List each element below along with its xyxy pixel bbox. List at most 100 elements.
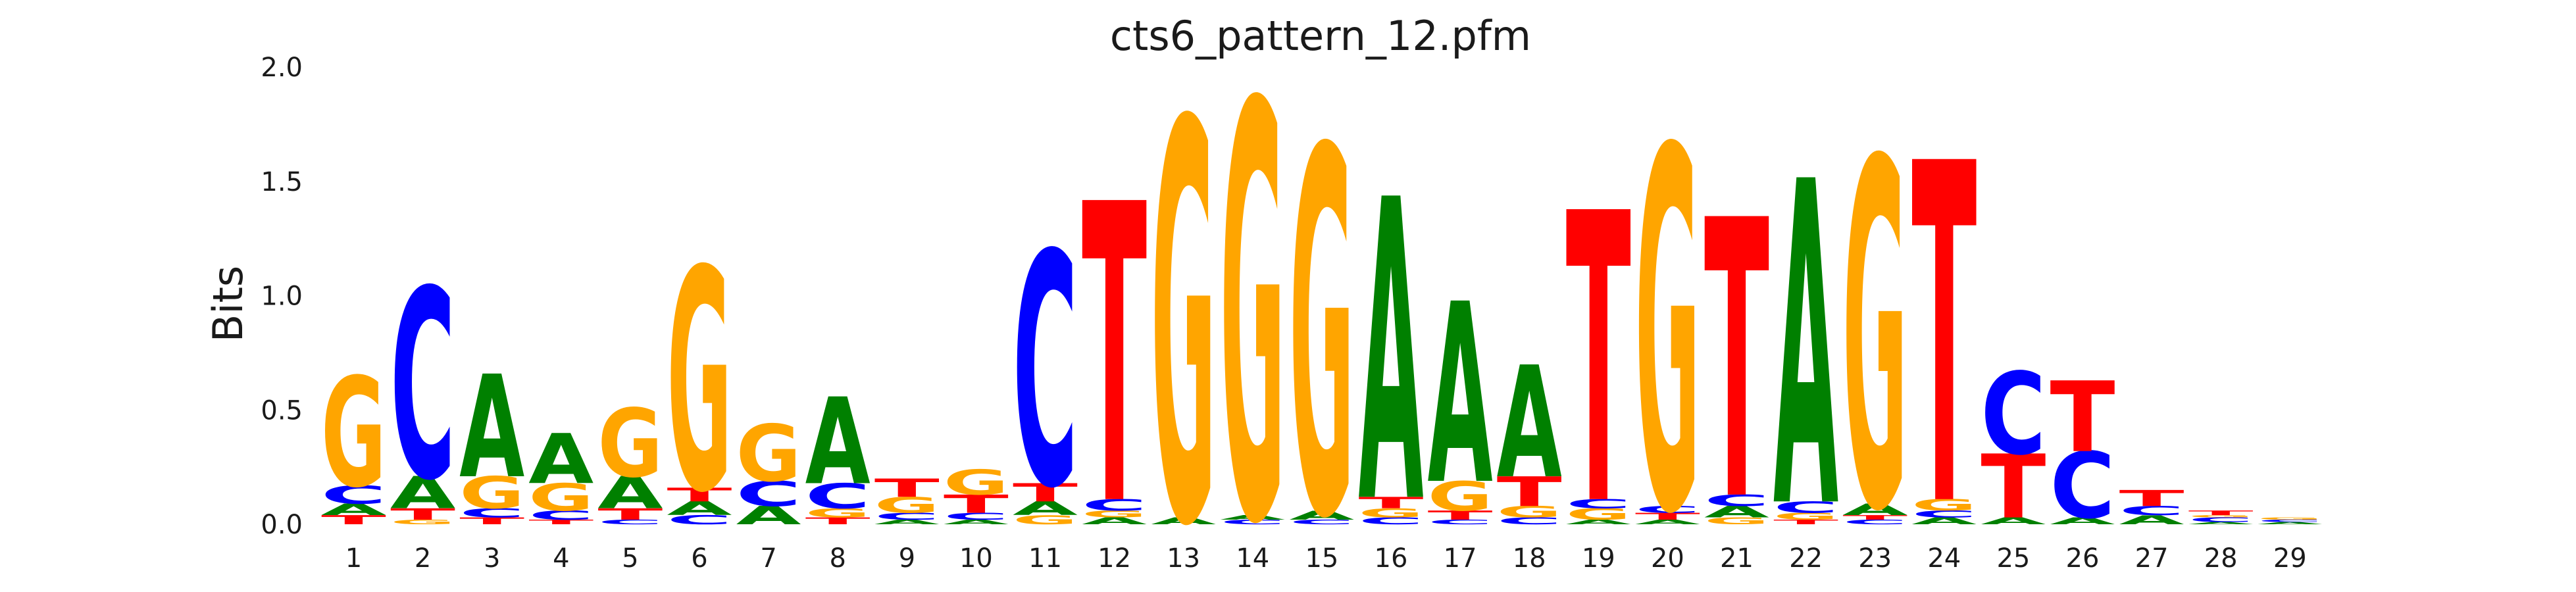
logo-letter-g: G bbox=[667, 206, 732, 560]
logo-letter-a: A bbox=[1497, 334, 1562, 513]
logo-letter-a: A bbox=[1289, 508, 1354, 522]
logo-letter-g: G bbox=[1082, 508, 1147, 520]
logo-letter-c: C bbox=[1013, 187, 1078, 559]
logo-letter-t: T bbox=[1497, 468, 1562, 516]
logo-letter-c: C bbox=[528, 508, 593, 522]
logo-letter-c: C bbox=[2188, 516, 2254, 524]
logo-letter-a: A bbox=[390, 468, 455, 519]
logo-letter-g: G bbox=[1773, 511, 1838, 522]
logo-letter-c: C bbox=[390, 235, 455, 537]
logo-letter-t: T bbox=[805, 516, 871, 527]
logo-letter-a: A bbox=[1082, 516, 1147, 526]
x-tick-label: 17 bbox=[1444, 543, 1477, 574]
logo-letter-g: G bbox=[2258, 517, 2323, 521]
logo-letter-a: A bbox=[1428, 252, 1494, 540]
logo-letter-c: C bbox=[1497, 516, 1562, 527]
x-tick-label: 13 bbox=[1167, 543, 1200, 574]
x-tick-label: 24 bbox=[1927, 543, 1961, 574]
logo-letter-g: G bbox=[1220, 0, 1285, 592]
y-axis-label: Bits bbox=[204, 266, 252, 342]
logo-letter-a: A bbox=[1773, 88, 1839, 592]
x-tick-label: 8 bbox=[829, 543, 846, 574]
y-tick-label: 0.0 bbox=[261, 510, 303, 540]
logo-letter-c: C bbox=[944, 511, 1009, 522]
logo-letter-a: A bbox=[1013, 498, 1078, 520]
logo-letter-t: T bbox=[597, 505, 663, 524]
x-tick-label: 22 bbox=[1789, 543, 1823, 574]
logo-letter-a: A bbox=[1566, 518, 1631, 526]
logo-letter-a: A bbox=[1842, 501, 1907, 519]
logo-letter-c: C bbox=[805, 477, 871, 517]
logo-letter-t: T bbox=[1359, 493, 1424, 512]
y-tick-label: 2.0 bbox=[261, 53, 303, 83]
logo-letter-a: A bbox=[1635, 518, 1700, 526]
logo-letter-t: T bbox=[1842, 514, 1907, 521]
logo-letter-t: T bbox=[1981, 436, 2046, 538]
logo-letter-c: C bbox=[2119, 504, 2185, 518]
logo-letter-a: A bbox=[459, 345, 524, 510]
x-tick-label: 25 bbox=[1996, 543, 2030, 574]
chart-title: cts6_pattern_12.pfm bbox=[1110, 12, 1531, 60]
logo-letter-c: C bbox=[321, 481, 386, 510]
logo-letter-g: G bbox=[805, 506, 871, 520]
logo-letter-c: C bbox=[1220, 518, 1285, 526]
y-tick-label: 0.5 bbox=[261, 395, 303, 426]
logo-letter-g: G bbox=[2188, 514, 2254, 518]
logo-letter-a: A bbox=[736, 501, 801, 530]
logo-letter-t: T bbox=[1773, 518, 1838, 526]
x-tick-label: 27 bbox=[2135, 543, 2169, 574]
logo-letter-a: A bbox=[805, 373, 871, 511]
y-tick-label: 1.5 bbox=[261, 167, 303, 197]
x-tick-label: 12 bbox=[1098, 543, 1131, 574]
logo-letter-t: T bbox=[1566, 130, 1632, 592]
x-tick-label: 10 bbox=[959, 543, 993, 574]
logo-letter-c: C bbox=[1842, 518, 1907, 526]
logo-letter-g: G bbox=[1842, 63, 1907, 592]
logo-letter-c: C bbox=[1082, 496, 1147, 514]
logo-letter-c: C bbox=[667, 512, 732, 527]
logo-letter-g: G bbox=[1635, 47, 1700, 592]
x-tick-label: 9 bbox=[899, 543, 915, 574]
logo-letter-g: G bbox=[944, 462, 1009, 503]
logo-letter-c: C bbox=[1635, 504, 1700, 515]
logo-letter-g: G bbox=[459, 468, 524, 518]
logo-letter-a: A bbox=[2119, 512, 2185, 527]
logo-letter-g: G bbox=[321, 347, 386, 522]
logo-letter-a: A bbox=[1704, 503, 1769, 522]
x-tick-label: 20 bbox=[1651, 543, 1684, 574]
logo-letter-g: G bbox=[1911, 496, 1977, 514]
logo-letter-t: T bbox=[2119, 485, 2185, 511]
logo-letter-g: G bbox=[1566, 505, 1631, 524]
logo-letter-g: G bbox=[1013, 513, 1078, 528]
x-tick-label: 19 bbox=[1582, 543, 1615, 574]
x-tick-label: 2 bbox=[415, 543, 431, 574]
x-tick-label: 7 bbox=[760, 543, 776, 574]
x-tick-label: 18 bbox=[1513, 543, 1546, 574]
logo-letter-a: A bbox=[944, 518, 1009, 526]
logo-letter-t: T bbox=[390, 505, 455, 524]
logo-letter-c: C bbox=[1704, 491, 1769, 510]
logo-letter-t: T bbox=[2050, 361, 2115, 474]
logo-letter-c: C bbox=[1289, 518, 1354, 526]
logo-letter-t: T bbox=[2188, 509, 2254, 516]
logo-letter-t: T bbox=[1911, 66, 1977, 592]
x-tick-label: 16 bbox=[1375, 543, 1408, 574]
logo-letter-a: A bbox=[2188, 522, 2254, 526]
logo-letter-g: G bbox=[390, 518, 455, 526]
logo-letter-t: T bbox=[1635, 511, 1700, 522]
x-tick-label: 26 bbox=[2066, 543, 2100, 574]
logo-letter-a: A bbox=[667, 498, 732, 520]
logo-letter-g: G bbox=[597, 389, 663, 499]
logo-letter-a: A bbox=[1151, 516, 1216, 526]
x-tick-label: 14 bbox=[1236, 543, 1269, 574]
logo-letter-t: T bbox=[459, 516, 524, 527]
x-tick-label: 28 bbox=[2204, 543, 2238, 574]
logo-letter-c: C bbox=[1566, 497, 1631, 511]
logo-letter-a: A bbox=[1220, 514, 1285, 521]
logo-letter-a: A bbox=[321, 501, 386, 519]
logo-letter-c: C bbox=[1428, 518, 1493, 526]
logo-letter-g: G bbox=[874, 493, 940, 518]
logo-letter-t: T bbox=[528, 518, 593, 526]
